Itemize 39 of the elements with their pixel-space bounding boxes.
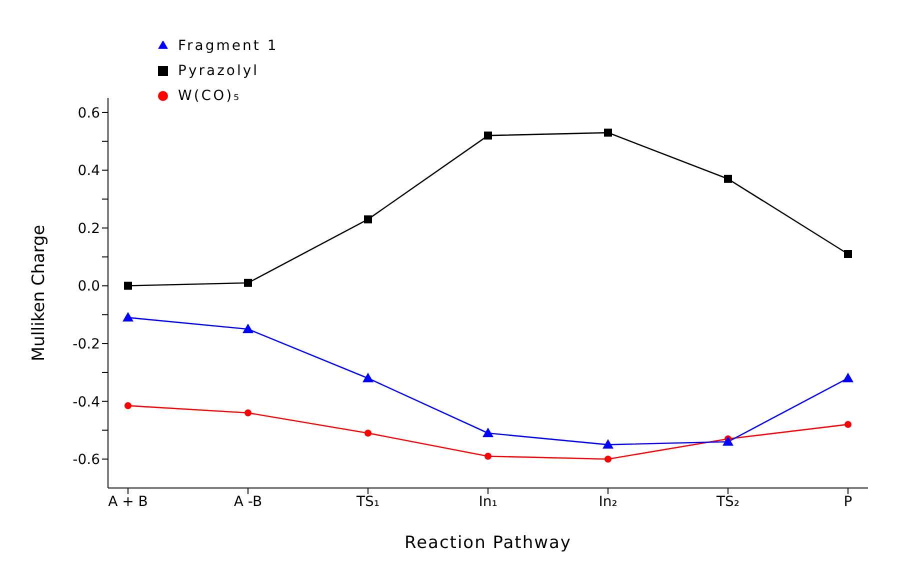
x-tick-label: In₁ xyxy=(478,494,498,510)
y-axis-title: Mulliken Charge xyxy=(29,224,50,362)
y-tick-label: -0.2 xyxy=(72,336,100,353)
x-tick-label: A -B xyxy=(234,494,262,510)
point xyxy=(604,456,612,463)
point xyxy=(482,428,494,438)
point xyxy=(242,324,254,334)
point xyxy=(842,372,854,382)
point xyxy=(844,250,852,258)
x-tick-label: P xyxy=(844,494,852,510)
y-tick-label: 0.2 xyxy=(78,220,100,237)
y-tick-label: 0.4 xyxy=(78,163,100,180)
point xyxy=(122,312,134,322)
x-tick-label: TS₂ xyxy=(715,494,740,510)
x-axis-title: Reaction Pathway xyxy=(404,533,572,553)
point xyxy=(602,439,614,449)
y-tick-label: -0.6 xyxy=(72,452,100,468)
point xyxy=(124,282,132,290)
point xyxy=(362,372,374,382)
point xyxy=(722,436,734,446)
point xyxy=(844,420,852,428)
y-tick-label: 0.0 xyxy=(78,278,100,295)
point xyxy=(364,430,372,437)
point xyxy=(484,452,492,460)
x-tick-label: In₂ xyxy=(598,494,618,510)
y-tick-label: 0.6 xyxy=(78,105,100,122)
y-tick-label: -0.4 xyxy=(72,394,100,410)
point xyxy=(604,128,612,137)
legend-label: Fragment 1 xyxy=(178,38,278,54)
x-tick-label: TS₁ xyxy=(355,494,380,510)
x-tick-label: A + B xyxy=(108,494,148,510)
point xyxy=(124,402,132,410)
point xyxy=(244,278,252,287)
point xyxy=(364,215,372,224)
legend-label: Pyrazolyl xyxy=(178,63,260,79)
point xyxy=(484,132,492,140)
legend-label: W(CO)₅ xyxy=(178,88,242,104)
point xyxy=(724,174,732,183)
point xyxy=(244,409,252,416)
